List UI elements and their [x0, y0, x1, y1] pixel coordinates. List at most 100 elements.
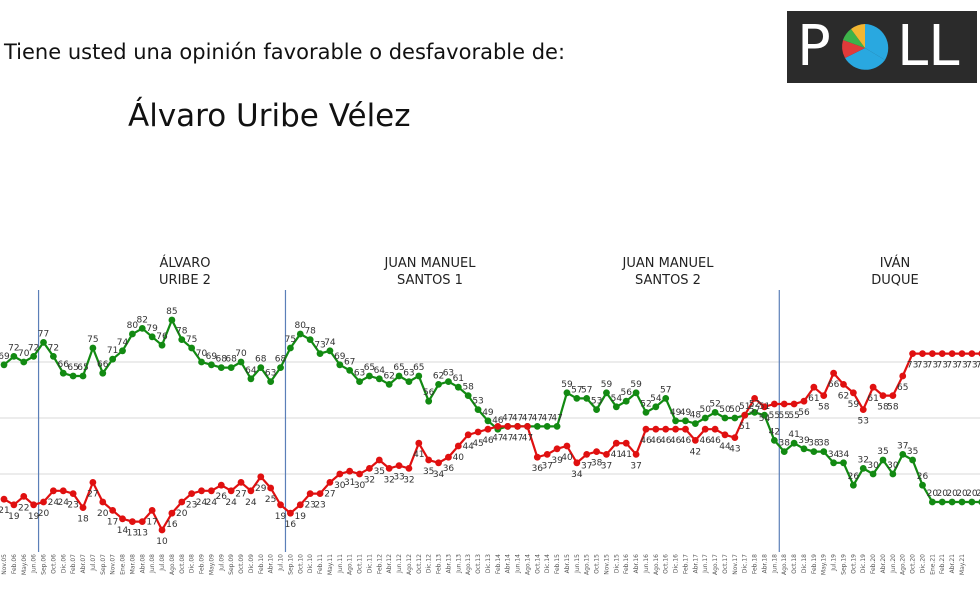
data-label: 75	[186, 335, 197, 345]
data-label: 42	[690, 447, 701, 457]
data-label: 61	[867, 394, 878, 404]
data-label: 75	[285, 335, 296, 345]
data-label: 41	[413, 450, 424, 460]
x-tick-label: Dic.15	[613, 554, 620, 573]
data-point	[168, 316, 176, 324]
data-point	[672, 417, 679, 425]
gridlines	[0, 361, 980, 475]
x-tick-label: Jun.14	[515, 554, 522, 574]
data-point	[30, 501, 38, 509]
data-point	[375, 456, 383, 464]
data-label: 61	[808, 394, 819, 404]
x-tick-label: Oct.06	[50, 554, 57, 574]
data-point	[751, 395, 758, 402]
data-label: 65	[393, 363, 404, 373]
x-tick-label: Sep.09	[228, 554, 235, 575]
data-point	[99, 498, 107, 506]
data-label: 49	[680, 408, 692, 418]
data-point	[968, 498, 976, 506]
data-label: 17	[107, 517, 118, 527]
x-tick-label: Jun.08	[149, 554, 156, 574]
data-point	[306, 336, 314, 343]
data-point	[128, 518, 136, 525]
data-label: 51	[739, 402, 750, 412]
x-tick-label: Ago.08	[169, 554, 176, 575]
data-label: 23	[67, 501, 78, 511]
data-label: 48	[690, 411, 702, 421]
series-points	[0, 316, 980, 534]
x-tick-label: Ene.08	[120, 554, 127, 575]
x-tick-label: Abr.17	[692, 554, 699, 574]
data-label: 23	[186, 501, 197, 511]
data-label: 37	[630, 461, 641, 471]
data-point	[642, 425, 650, 433]
x-tick-label: Jul.19	[831, 554, 838, 572]
data-label: 47	[551, 413, 562, 423]
data-point	[287, 344, 294, 352]
data-point	[672, 425, 679, 433]
data-label: 59	[601, 380, 613, 390]
data-label: 72	[28, 343, 39, 353]
data-label: 75	[87, 335, 98, 345]
data-point	[721, 431, 729, 439]
data-label: 63	[443, 369, 454, 379]
x-tick-label: Oct.13	[475, 554, 482, 574]
data-label: 79	[146, 324, 158, 334]
data-label: 47	[512, 413, 523, 423]
data-point	[89, 479, 97, 486]
data-label: 46	[670, 436, 682, 446]
data-point	[198, 487, 205, 495]
data-point	[761, 403, 768, 411]
x-tick-label: Abr.08	[139, 554, 146, 574]
data-point	[840, 459, 847, 467]
data-point	[208, 487, 215, 495]
data-label: 54	[611, 394, 623, 404]
data-label: 50	[699, 405, 711, 415]
data-point	[356, 470, 363, 478]
x-tick-label: Oct.15	[594, 554, 601, 574]
data-label: 39	[551, 456, 563, 466]
series-lines	[3, 317, 980, 533]
data-point	[277, 364, 284, 371]
x-tick-label: Sep.06	[41, 554, 48, 575]
data-label: 66	[58, 360, 70, 370]
data-point	[810, 448, 818, 455]
data-label: 30	[867, 461, 879, 471]
data-point	[306, 490, 314, 497]
data-point	[20, 358, 28, 366]
data-point	[682, 425, 689, 433]
x-tick-label: Nov.17	[732, 554, 739, 575]
data-point	[257, 473, 265, 481]
data-label: 64	[245, 366, 257, 376]
data-point	[178, 336, 186, 343]
x-tick-label: Ago.12	[406, 554, 413, 575]
data-label: 73	[927, 361, 938, 371]
data-label: 19	[295, 512, 307, 522]
data-label: 46	[492, 416, 504, 426]
data-label: 19	[28, 512, 40, 522]
data-label: 34	[571, 470, 583, 480]
x-tick-label: May.06	[21, 554, 28, 575]
x-tick-label: Ago.13	[465, 554, 472, 575]
data-label: 23	[304, 501, 315, 511]
data-label: 20	[966, 489, 978, 499]
data-label: 62	[383, 371, 394, 381]
data-label: 58	[877, 403, 889, 413]
x-tick-label: May.09	[208, 554, 215, 575]
data-label: 19	[275, 512, 287, 522]
data-label: 38	[808, 439, 820, 449]
x-tick-label: Feb.14	[495, 554, 502, 574]
data-label: 47	[512, 433, 523, 443]
x-tick-label: Feb.07	[70, 554, 77, 574]
data-point	[958, 498, 966, 506]
x-tick-label: Ago.14	[524, 554, 531, 575]
data-label: 80	[127, 321, 139, 331]
data-point	[356, 378, 363, 385]
data-point	[553, 423, 561, 430]
data-point	[336, 361, 344, 369]
x-tick-label: Jun.17	[702, 554, 709, 574]
data-label: 34	[828, 450, 840, 460]
x-tick-label: Abr.13	[445, 554, 452, 574]
data-point	[504, 423, 512, 430]
data-label: 38	[818, 439, 830, 449]
